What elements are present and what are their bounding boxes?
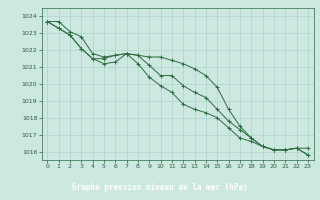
- Text: Graphe pression niveau de la mer (hPa): Graphe pression niveau de la mer (hPa): [72, 182, 248, 192]
